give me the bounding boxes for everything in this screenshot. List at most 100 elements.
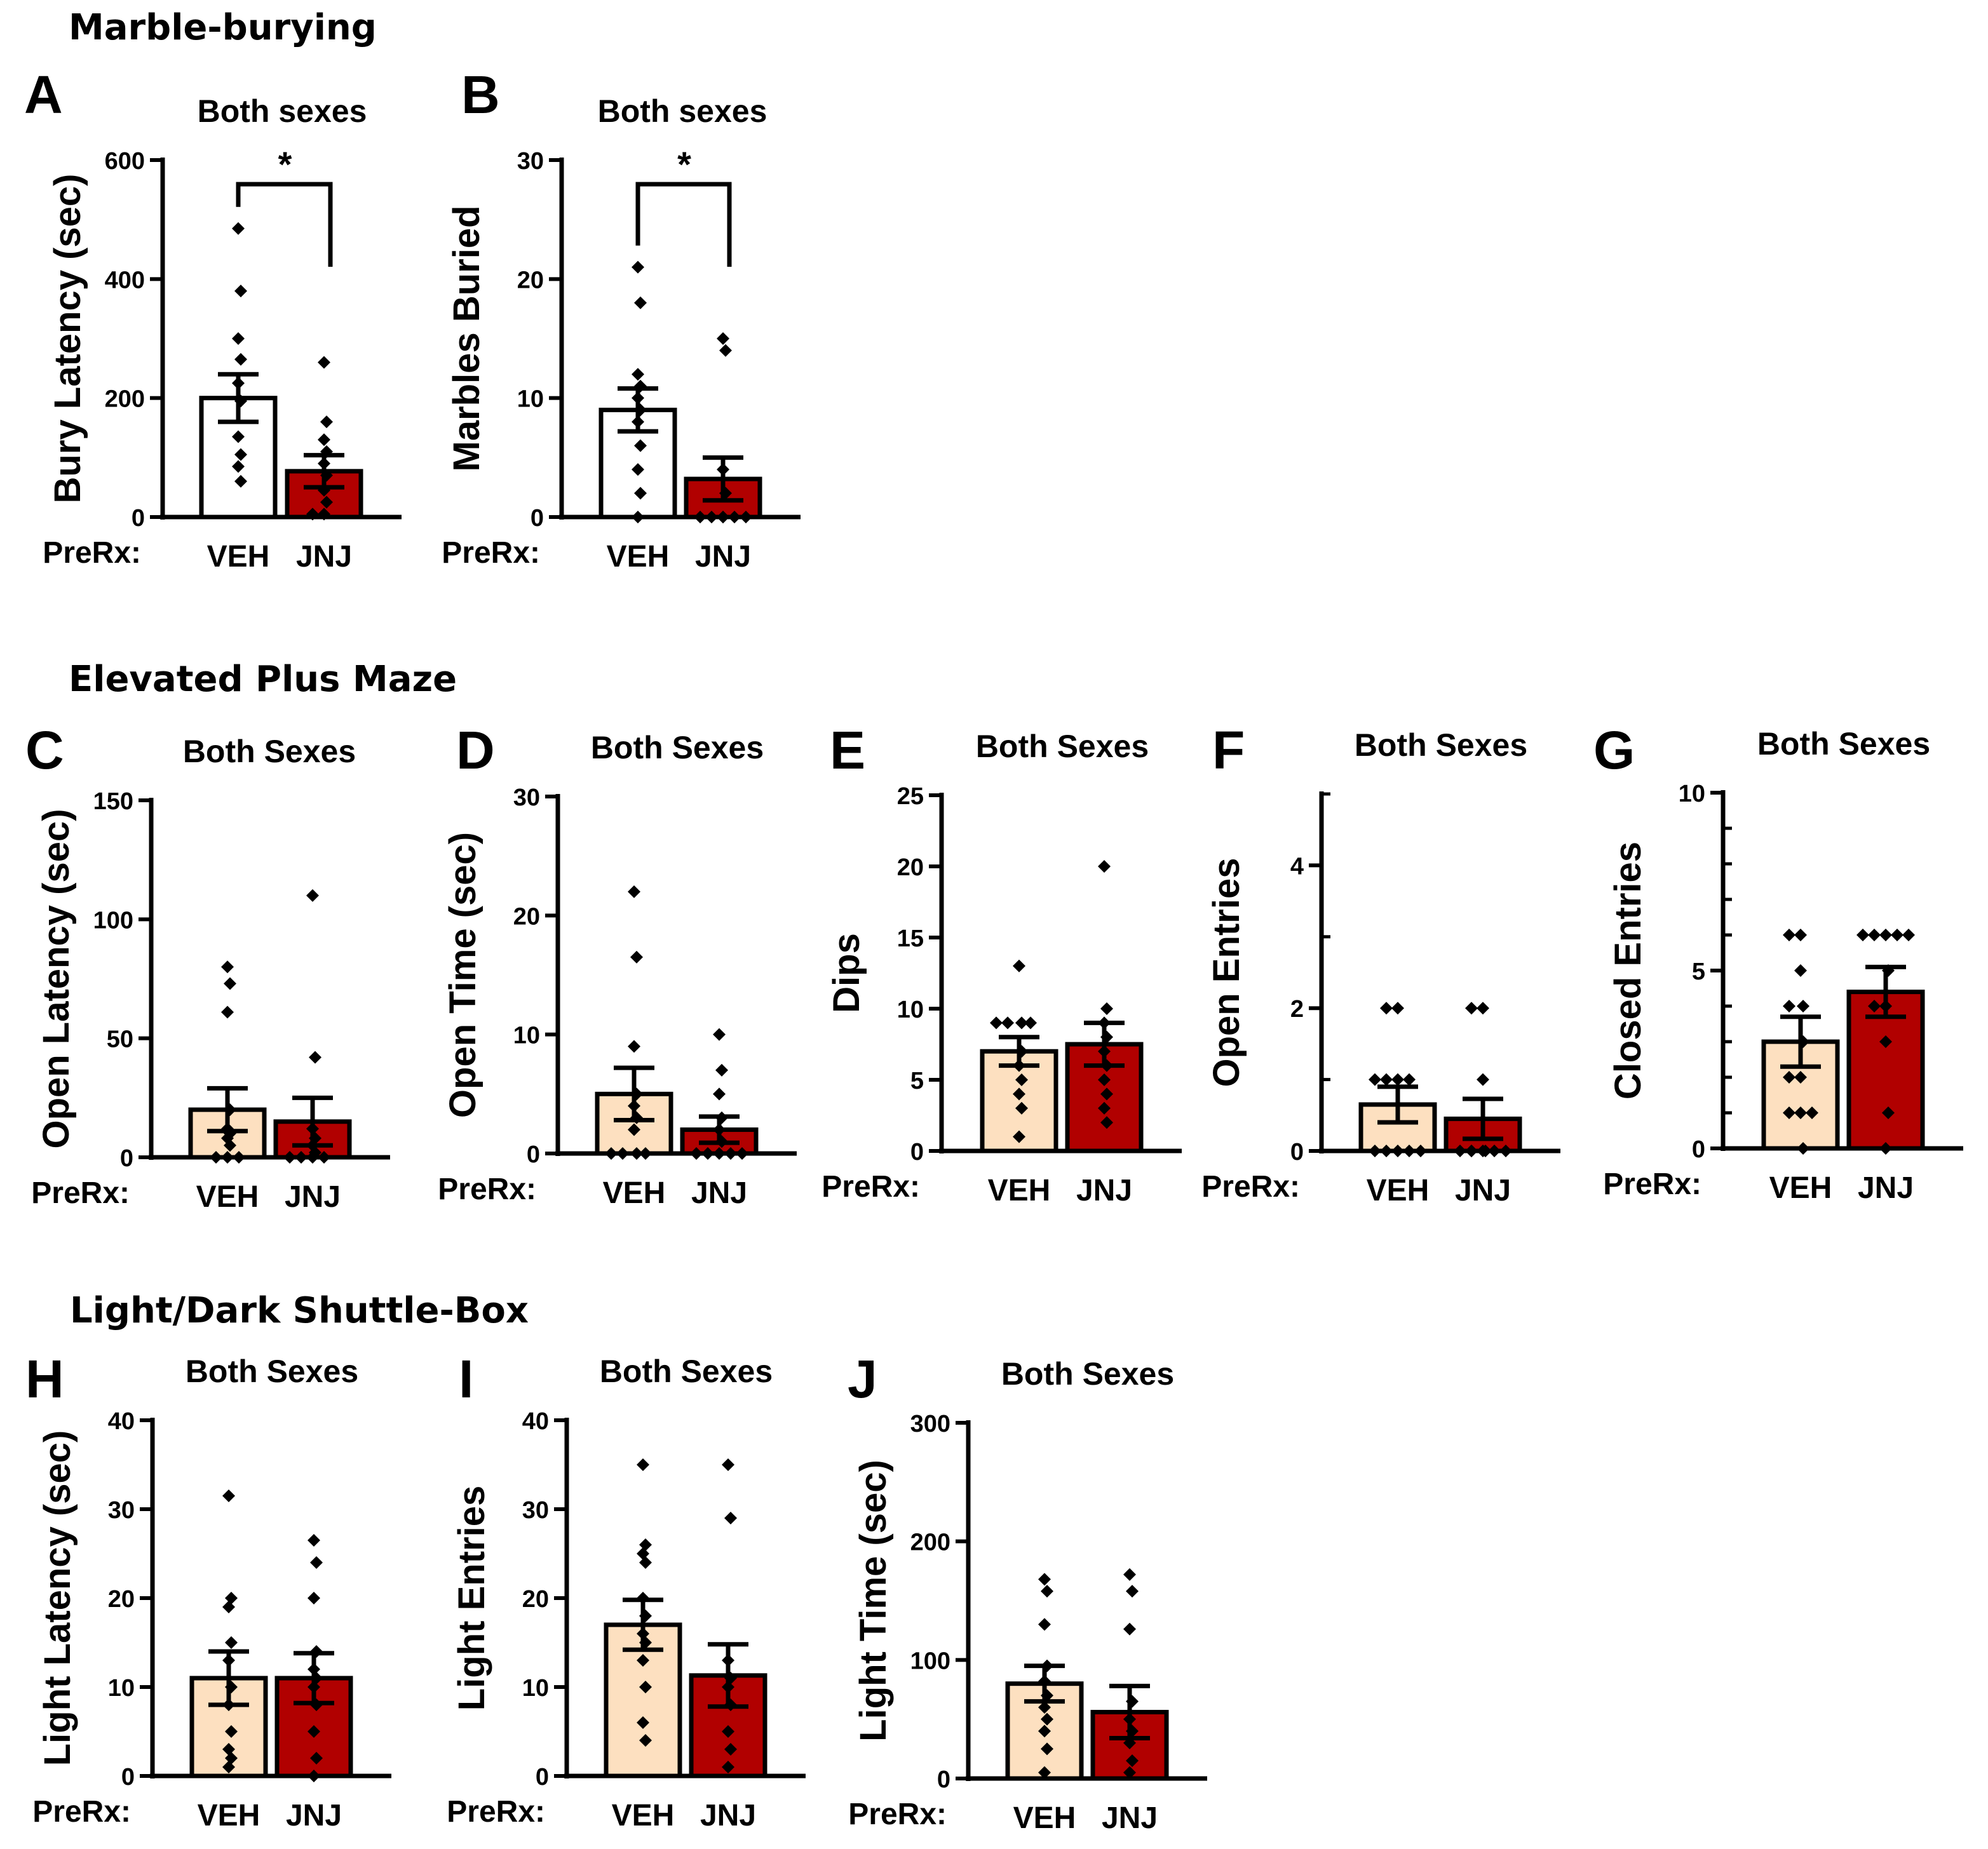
data-point xyxy=(232,332,245,345)
y-tick-label: 200 xyxy=(910,1530,950,1556)
data-point xyxy=(1797,1000,1809,1012)
y-tick-label: 10 xyxy=(517,386,544,413)
significance-star: * xyxy=(677,144,691,184)
data-point xyxy=(308,1725,320,1738)
y-axis-label: Light Entries xyxy=(451,1486,492,1711)
y-tick-label: 5 xyxy=(910,1068,924,1094)
y-tick-label: 0 xyxy=(1692,1136,1705,1163)
data-point xyxy=(222,1761,235,1773)
data-point xyxy=(310,1556,323,1569)
data-point xyxy=(1038,1573,1051,1586)
data-point xyxy=(1380,1002,1393,1015)
data-point xyxy=(306,889,319,902)
x-category-label: JNJ xyxy=(700,1799,756,1832)
data-point xyxy=(1126,1585,1139,1598)
y-tick-label: 20 xyxy=(517,267,544,293)
panel-d: D Both Sexes Open Time (sec) 0 10 20 30 PreRx: V… xyxy=(438,720,797,1210)
data-point xyxy=(221,960,234,974)
y-tick-label: 0 xyxy=(132,505,145,532)
y-tick-label: 2 xyxy=(1290,996,1304,1023)
x-category-label: JNJ xyxy=(691,1176,747,1210)
y-tick-label: 40 xyxy=(522,1408,549,1435)
y-tick-label: 20 xyxy=(108,1586,135,1613)
section-title-epm: Elevated Plus Maze xyxy=(69,659,457,700)
panel-letter: B xyxy=(461,65,500,124)
x-category-label: JNJ xyxy=(1076,1174,1132,1207)
x-prefix-label: PreRx: xyxy=(43,536,141,570)
y-tick-label: 0 xyxy=(536,1764,549,1791)
data-point xyxy=(1038,1725,1051,1738)
data-point xyxy=(225,1725,238,1738)
x-category-label: JNJ xyxy=(286,1799,342,1832)
data-point xyxy=(222,1489,235,1502)
y-axis-label: Light Time (sec) xyxy=(853,1460,894,1742)
y-tick-label: 10 xyxy=(513,1023,540,1049)
data-point xyxy=(1001,1016,1014,1030)
data-point xyxy=(722,1458,734,1471)
data-point xyxy=(234,448,247,461)
panel-letter: C xyxy=(25,720,64,780)
data-point xyxy=(1477,1073,1489,1086)
data-point xyxy=(1100,1116,1113,1129)
y-tick-label: 5 xyxy=(1692,958,1705,985)
panel-letter: A xyxy=(24,65,63,124)
x-category-label: VEH xyxy=(1367,1174,1430,1207)
y-tick-label: 150 xyxy=(93,788,133,815)
data-point xyxy=(1465,1002,1478,1015)
data-point xyxy=(234,285,247,298)
data-point xyxy=(224,977,236,990)
y-axis-label: Open Time (sec) xyxy=(442,832,483,1118)
panel-j: J Both Sexes Light Time (sec) 0 100 200 300 Pre… xyxy=(848,1349,1207,1835)
x-category-label: VEH xyxy=(988,1174,1051,1207)
data-point xyxy=(1794,1106,1807,1119)
data-point xyxy=(1868,1000,1881,1012)
y-tick-label: 0 xyxy=(910,1139,924,1166)
data-point xyxy=(320,495,333,509)
panel-f: F Both Sexes Open Entries 0 2 4 PreRx: VEH JNJ xyxy=(1201,720,1560,1207)
data-point xyxy=(1856,929,1869,941)
panel-title: Both Sexes xyxy=(1001,1356,1174,1392)
data-point xyxy=(639,1681,652,1693)
panel-b: B Both sexes Marbles Buried 0 10 20 30 PreRx: VE… xyxy=(442,65,801,574)
panel-title: Both Sexes xyxy=(186,1354,358,1389)
data-point xyxy=(719,344,732,357)
data-point xyxy=(1123,1622,1136,1636)
x-category-label: JNJ xyxy=(296,540,352,574)
y-axis-label: Open Latency (sec) xyxy=(36,809,77,1148)
panel-title: Both Sexes xyxy=(183,734,356,769)
data-point xyxy=(632,368,644,381)
data-point xyxy=(1879,929,1892,941)
panel-letter: J xyxy=(848,1349,877,1409)
y-tick-label: 0 xyxy=(531,505,544,532)
panel-letter: E xyxy=(830,720,865,780)
y-axis-label: Closed Entries xyxy=(1607,842,1649,1099)
data-point xyxy=(628,1040,640,1053)
data-point xyxy=(1391,1073,1404,1086)
panel-title: Both Sexes xyxy=(600,1354,773,1389)
data-point xyxy=(1380,1073,1393,1086)
data-point xyxy=(637,1654,649,1667)
x-prefix-label: PreRx: xyxy=(848,1798,947,1831)
x-category-label: VEH xyxy=(198,1799,260,1832)
data-point xyxy=(634,487,647,500)
data-point xyxy=(1783,929,1795,941)
data-point xyxy=(1098,1073,1111,1086)
data-point xyxy=(318,433,330,447)
data-point xyxy=(1100,1002,1113,1015)
data-point xyxy=(1098,1101,1111,1115)
data-point xyxy=(1794,929,1807,941)
panel-e: E Both Sexes Dips 0 5 10 15 20 25 PreRx: VEH JNJ xyxy=(822,720,1182,1207)
data-point xyxy=(1013,959,1025,972)
section-title-ldb: Light/Dark Shuttle-Box xyxy=(70,1290,529,1331)
data-point xyxy=(724,1512,737,1524)
data-point xyxy=(234,474,247,488)
data-point xyxy=(1794,1071,1807,1084)
data-point xyxy=(234,353,247,366)
data-point xyxy=(717,332,729,345)
data-point xyxy=(637,1716,649,1729)
panel-h: H Both Sexes Light Latency (sec) 0 10 20 30 40 P… xyxy=(25,1349,391,1832)
y-tick-label: 0 xyxy=(1290,1139,1304,1166)
y-tick-label: 20 xyxy=(897,854,924,881)
data-point xyxy=(1882,1106,1895,1119)
y-tick-label: 20 xyxy=(522,1586,549,1613)
